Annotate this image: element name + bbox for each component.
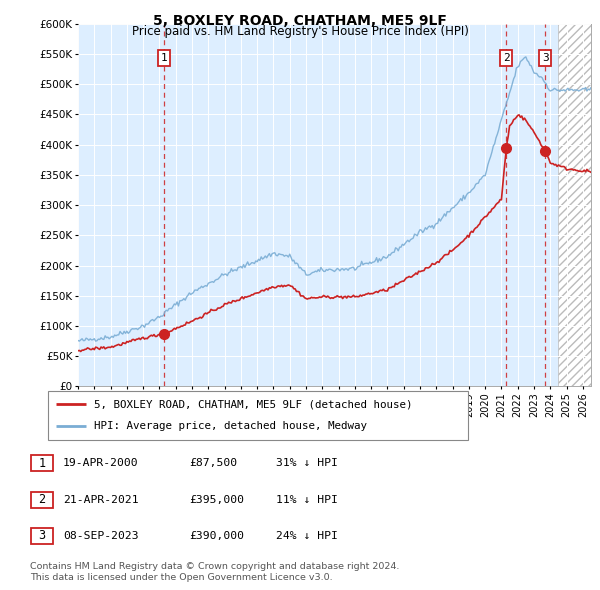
Text: Contains HM Land Registry data © Crown copyright and database right 2024.: Contains HM Land Registry data © Crown c… xyxy=(30,562,400,571)
Text: 1: 1 xyxy=(161,53,167,63)
FancyBboxPatch shape xyxy=(31,455,53,471)
Text: £395,000: £395,000 xyxy=(189,495,244,504)
Text: 3: 3 xyxy=(542,53,548,63)
Text: 21-APR-2021: 21-APR-2021 xyxy=(63,495,139,504)
Text: 1: 1 xyxy=(38,457,46,470)
Text: Price paid vs. HM Land Registry's House Price Index (HPI): Price paid vs. HM Land Registry's House … xyxy=(131,25,469,38)
FancyBboxPatch shape xyxy=(48,391,468,440)
Text: 11% ↓ HPI: 11% ↓ HPI xyxy=(276,495,338,504)
Text: 5, BOXLEY ROAD, CHATHAM, ME5 9LF: 5, BOXLEY ROAD, CHATHAM, ME5 9LF xyxy=(153,14,447,28)
Text: This data is licensed under the Open Government Licence v3.0.: This data is licensed under the Open Gov… xyxy=(30,572,332,582)
FancyBboxPatch shape xyxy=(31,527,53,544)
Bar xyxy=(559,24,600,386)
Text: 2: 2 xyxy=(38,493,46,506)
Text: 5, BOXLEY ROAD, CHATHAM, ME5 9LF (detached house): 5, BOXLEY ROAD, CHATHAM, ME5 9LF (detach… xyxy=(94,399,413,409)
Text: 2: 2 xyxy=(503,53,509,63)
FancyBboxPatch shape xyxy=(31,492,53,507)
Text: 08-SEP-2023: 08-SEP-2023 xyxy=(63,531,139,540)
Text: 31% ↓ HPI: 31% ↓ HPI xyxy=(276,458,338,468)
Text: £87,500: £87,500 xyxy=(189,458,237,468)
Text: 24% ↓ HPI: 24% ↓ HPI xyxy=(276,531,338,540)
Text: 19-APR-2000: 19-APR-2000 xyxy=(63,458,139,468)
Text: 3: 3 xyxy=(38,529,46,542)
Text: HPI: Average price, detached house, Medway: HPI: Average price, detached house, Medw… xyxy=(94,421,367,431)
Text: £390,000: £390,000 xyxy=(189,531,244,540)
